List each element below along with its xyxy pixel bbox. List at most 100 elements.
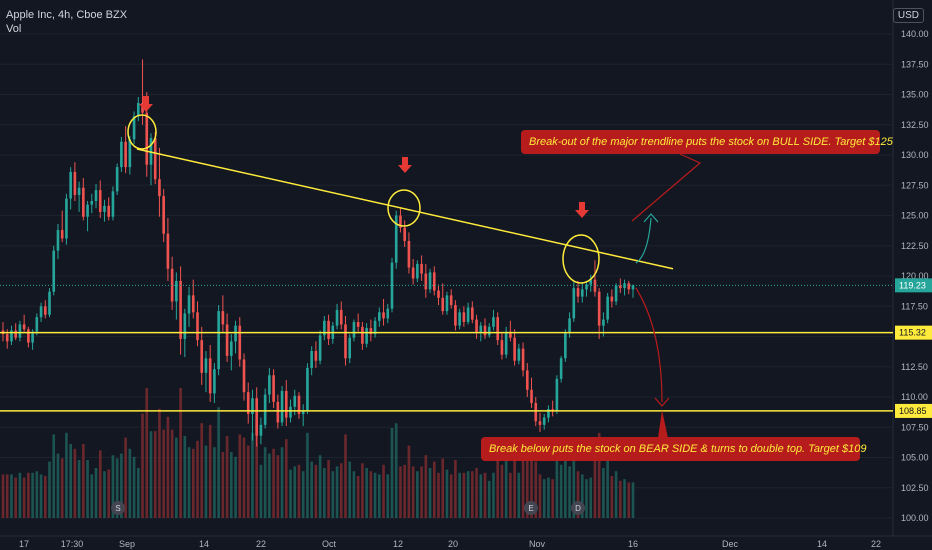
candle <box>432 266 436 296</box>
x-tick-label: 17 <box>19 539 29 549</box>
candle <box>352 319 356 342</box>
candle <box>107 197 111 221</box>
x-tick-label: 22 <box>871 539 881 549</box>
candle <box>610 289 614 308</box>
candle <box>69 167 72 210</box>
y-tick-label: 135.00 <box>901 90 929 100</box>
candle-body <box>204 358 208 373</box>
volume-bar <box>475 468 478 518</box>
volume-bar <box>103 471 106 518</box>
candle <box>124 126 127 174</box>
current-price-tag <box>895 278 932 293</box>
candle-body <box>377 312 381 321</box>
volume-bar <box>335 466 339 518</box>
candle <box>597 288 601 339</box>
candle-body <box>356 322 360 327</box>
candle-body <box>5 334 9 342</box>
volume-bar <box>627 482 631 518</box>
x-tick-label: 14 <box>817 539 827 549</box>
volume-bar <box>399 466 402 518</box>
candle <box>589 274 593 292</box>
volume-bar <box>525 455 529 518</box>
x-tick-label: 20 <box>448 539 458 549</box>
candle <box>580 283 584 303</box>
candle <box>179 266 182 355</box>
candle-body <box>128 139 132 168</box>
candle <box>213 363 216 404</box>
candle-body <box>589 279 593 285</box>
candle <box>272 369 275 408</box>
candle-body <box>521 348 525 371</box>
candle <box>530 377 533 408</box>
volume-bar <box>149 431 153 518</box>
currency-button[interactable]: USD <box>892 8 924 23</box>
candle-body <box>221 311 225 325</box>
candle-body <box>542 417 546 425</box>
candle <box>170 256 174 310</box>
current-price-label: 119.23 <box>899 280 926 290</box>
candle-body <box>369 328 373 335</box>
candle-body <box>43 306 47 315</box>
candle-body <box>179 280 182 339</box>
volume-bar <box>382 464 385 518</box>
candle <box>90 193 94 214</box>
candle-body <box>394 215 398 263</box>
candle <box>462 306 466 327</box>
volume-bar <box>90 474 94 518</box>
candle-body <box>82 187 85 217</box>
volume-bar <box>445 469 449 518</box>
volume-bar <box>306 432 309 518</box>
candle <box>238 317 242 367</box>
volume-bar <box>623 479 626 518</box>
event-marker <box>524 501 538 515</box>
candle-body <box>572 288 576 319</box>
volume-bar <box>98 450 102 518</box>
x-tick-label: Oct <box>322 539 337 549</box>
candle <box>394 210 398 269</box>
volume-bar <box>454 460 457 518</box>
volume-bar <box>314 464 318 518</box>
volume-bar <box>331 471 335 518</box>
candle <box>627 280 631 295</box>
candle-body <box>627 283 631 290</box>
volume-bar <box>111 455 115 518</box>
x-tick-label: 17:30 <box>61 539 84 549</box>
volume-bar <box>327 460 330 518</box>
volume-bar <box>1 474 5 518</box>
candle <box>428 268 432 293</box>
candle <box>280 386 284 427</box>
y-tick-label: 137.50 <box>901 59 929 69</box>
y-tick-label: 100.00 <box>901 513 929 523</box>
volume-bar <box>175 437 178 518</box>
candle <box>475 314 478 339</box>
volume-bar <box>65 432 68 518</box>
candle <box>445 291 449 315</box>
x-tick-label: 22 <box>256 539 266 549</box>
volume-bar <box>365 468 368 518</box>
candle <box>411 259 415 285</box>
candle <box>555 375 559 414</box>
volume-bar <box>348 461 352 518</box>
candle <box>27 326 30 348</box>
candle-body <box>483 325 487 336</box>
candle-body <box>445 295 449 312</box>
candle <box>43 300 47 319</box>
volume-bar <box>466 471 470 518</box>
candle-body <box>22 324 26 330</box>
candle-body <box>335 309 339 326</box>
volume-bar <box>559 464 563 518</box>
volume-bar <box>183 436 187 518</box>
volume-bar <box>120 453 123 518</box>
volume-bar <box>225 436 229 518</box>
volume-bar <box>39 474 43 518</box>
candle <box>441 283 445 315</box>
candle <box>631 284 635 298</box>
volume-bar <box>580 474 584 518</box>
volume-bar <box>166 416 170 518</box>
candle <box>301 404 305 427</box>
chart-legend: Apple Inc, 4h, Cboe BZX Vol <box>6 8 127 36</box>
candle-body <box>403 227 406 241</box>
trendline <box>136 148 674 270</box>
